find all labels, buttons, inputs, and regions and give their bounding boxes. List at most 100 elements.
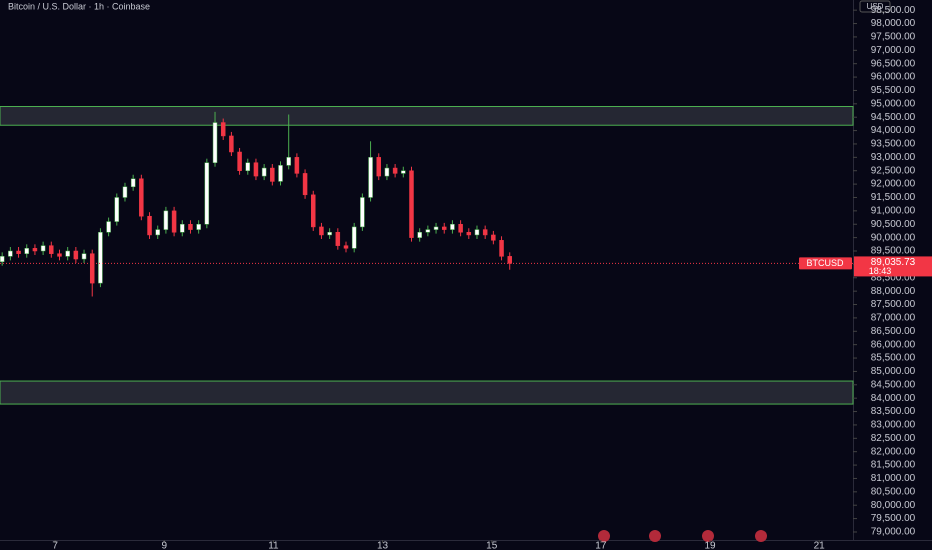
y-tick-label: 87,500.00 <box>871 299 916 310</box>
y-tick-label: 90,500.00 <box>871 219 916 230</box>
candle-body <box>482 229 488 236</box>
y-tick-label: 95,500.00 <box>871 85 916 96</box>
candle-body <box>212 122 218 163</box>
y-tick-label: 98,000.00 <box>871 18 916 29</box>
candle-body <box>147 215 152 236</box>
y-tick-label: 94,500.00 <box>871 112 916 123</box>
candle-body <box>0 256 5 262</box>
y-tick-label: 79,500.00 <box>871 513 916 524</box>
candle-body <box>65 250 70 257</box>
candle-body <box>253 162 259 177</box>
y-tick-label: 80,000.00 <box>871 500 916 511</box>
candle-body <box>261 167 267 177</box>
y-tick-label: 91,000.00 <box>871 206 916 217</box>
candle-body <box>376 157 381 177</box>
y-tick-label: 92,000.00 <box>871 179 916 190</box>
candle-body <box>196 223 201 230</box>
candle-body <box>286 157 291 166</box>
event-icon[interactable] <box>598 530 610 542</box>
candle-body <box>425 229 431 233</box>
event-icon[interactable] <box>755 530 767 542</box>
currency-box[interactable] <box>859 0 891 13</box>
y-tick-label: 93,000.00 <box>871 152 916 163</box>
y-tick-label: 85,500.00 <box>871 353 916 364</box>
candle-body <box>351 226 357 249</box>
x-tick-label: 19 <box>704 541 716 550</box>
x-tick-label: 7 <box>52 541 58 550</box>
candle-body <box>278 165 283 182</box>
y-tick-label: 88,000.00 <box>871 286 916 297</box>
y-tick-label: 97,500.00 <box>871 32 916 43</box>
candle-body <box>188 223 193 230</box>
y-tick-label: 88,500.00 <box>871 272 916 283</box>
candle-body <box>270 167 275 182</box>
candle-body <box>204 162 210 225</box>
last-price-badge <box>854 256 932 277</box>
y-tick-label: 81,500.00 <box>871 460 916 471</box>
candle-body <box>327 232 332 236</box>
candle-body <box>155 229 160 236</box>
y-tick-label: 80,500.00 <box>871 486 916 497</box>
candle-body <box>401 170 406 174</box>
y-tick-label: 81,000.00 <box>871 473 916 484</box>
candle-body <box>229 135 234 153</box>
candle-body <box>40 245 46 252</box>
countdown: 18:43 <box>869 266 892 276</box>
y-tick-label: 90,000.00 <box>871 232 916 243</box>
x-tick-label: 17 <box>595 541 607 550</box>
y-tick-label: 96,000.00 <box>871 72 916 83</box>
symbol-label: BTCUSD <box>806 258 844 268</box>
y-tick-label: 95,000.00 <box>871 98 916 109</box>
candle-body <box>417 232 422 238</box>
y-tick-label: 82,000.00 <box>871 446 916 457</box>
candle-body <box>122 186 128 198</box>
currency[interactable]: USD <box>867 2 884 11</box>
candle-body <box>163 210 169 230</box>
y-tick-label: 85,000.00 <box>871 366 916 377</box>
candle-body <box>8 250 13 257</box>
candle-body <box>441 226 447 230</box>
candle-body <box>24 248 29 254</box>
y-tick-label: 89,500.00 <box>871 246 916 257</box>
candle-body <box>311 194 316 228</box>
candle-body <box>384 167 390 177</box>
candle-body <box>499 240 504 257</box>
candle-body <box>335 232 341 246</box>
candle-body <box>319 226 324 236</box>
candle-body <box>294 157 300 174</box>
y-tick-label: 91,500.00 <box>871 192 916 203</box>
symbol-badge <box>799 257 852 270</box>
plot <box>0 106 854 405</box>
event-icon[interactable] <box>702 530 714 542</box>
zone <box>0 106 854 126</box>
candle-body <box>392 167 398 174</box>
y-tick-label: 79,000.00 <box>871 527 916 538</box>
y-tick-label: 83,500.00 <box>871 406 916 417</box>
y-tick-label: 97,000.00 <box>871 45 916 56</box>
x-tick-label: 21 <box>814 541 826 550</box>
x-tick-label: 13 <box>377 541 389 550</box>
candle-body <box>171 210 177 233</box>
y-tick-label: 93,500.00 <box>871 139 916 150</box>
candle-body <box>114 197 120 222</box>
candle-body <box>343 245 349 249</box>
y-tick-label: 96,500.00 <box>871 58 916 69</box>
candle-body <box>139 178 144 217</box>
candle-body <box>450 223 455 230</box>
y-tick-label: 84,000.00 <box>871 393 916 404</box>
event-icon[interactable] <box>649 530 661 542</box>
candle-body <box>180 223 185 233</box>
candle-body <box>491 234 496 241</box>
y-tick-label: 83,000.00 <box>871 420 916 431</box>
candle-body <box>458 223 463 233</box>
last-price-label: 89,035.73 <box>871 257 916 268</box>
candle-body <box>433 226 439 230</box>
candle-body <box>245 162 251 171</box>
candle-body <box>16 250 21 254</box>
candle-body <box>237 151 242 171</box>
candle-body <box>32 248 38 252</box>
candle-body <box>73 250 79 260</box>
x-tick-label: 9 <box>161 541 167 550</box>
y-tick-label: 87,000.00 <box>871 313 916 324</box>
